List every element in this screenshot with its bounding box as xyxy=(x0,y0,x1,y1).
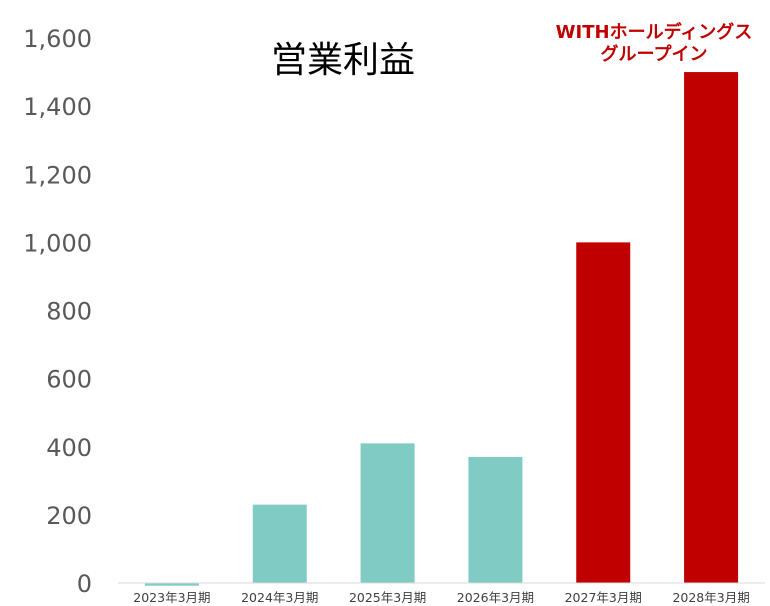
y-axis: 0 200 400 600 800 1,000 1,200 1,400 1,600 xyxy=(23,25,92,598)
bar xyxy=(468,456,523,583)
bars xyxy=(144,72,739,586)
y-tick-label: 800 xyxy=(46,298,92,326)
bar xyxy=(252,504,307,583)
chart-title: 営業利益 xyxy=(271,40,415,81)
x-tick-label: 2026年3月期 xyxy=(457,590,534,605)
x-tick-label: 2025年3月期 xyxy=(349,590,426,605)
x-axis: 2023年3月期 2024年3月期 2025年3月期 2026年3月期 2027年3月期… xyxy=(133,590,749,605)
bar xyxy=(684,72,739,583)
annotation-line-2: グループイン xyxy=(601,43,708,65)
y-tick-label: 1,600 xyxy=(23,25,92,53)
y-tick-label: 1,400 xyxy=(23,93,92,121)
y-tick-label: 1,000 xyxy=(23,229,92,257)
x-tick-label: 2028年3月期 xyxy=(672,590,749,605)
bar xyxy=(360,443,415,583)
y-tick-label: 200 xyxy=(46,502,92,530)
bar xyxy=(144,583,199,586)
y-tick-label: 1,200 xyxy=(23,161,92,189)
x-tick-label: 2024年3月期 xyxy=(241,590,318,605)
y-tick-label: 400 xyxy=(46,434,92,462)
annotation-line-1: WITHホールディングス xyxy=(556,21,753,43)
x-tick-label: 2023年3月期 xyxy=(133,590,210,605)
y-tick-label: 0 xyxy=(77,570,92,598)
y-tick-label: 600 xyxy=(46,366,92,394)
x-tick-label: 2027年3月期 xyxy=(565,590,642,605)
bar xyxy=(576,242,631,583)
